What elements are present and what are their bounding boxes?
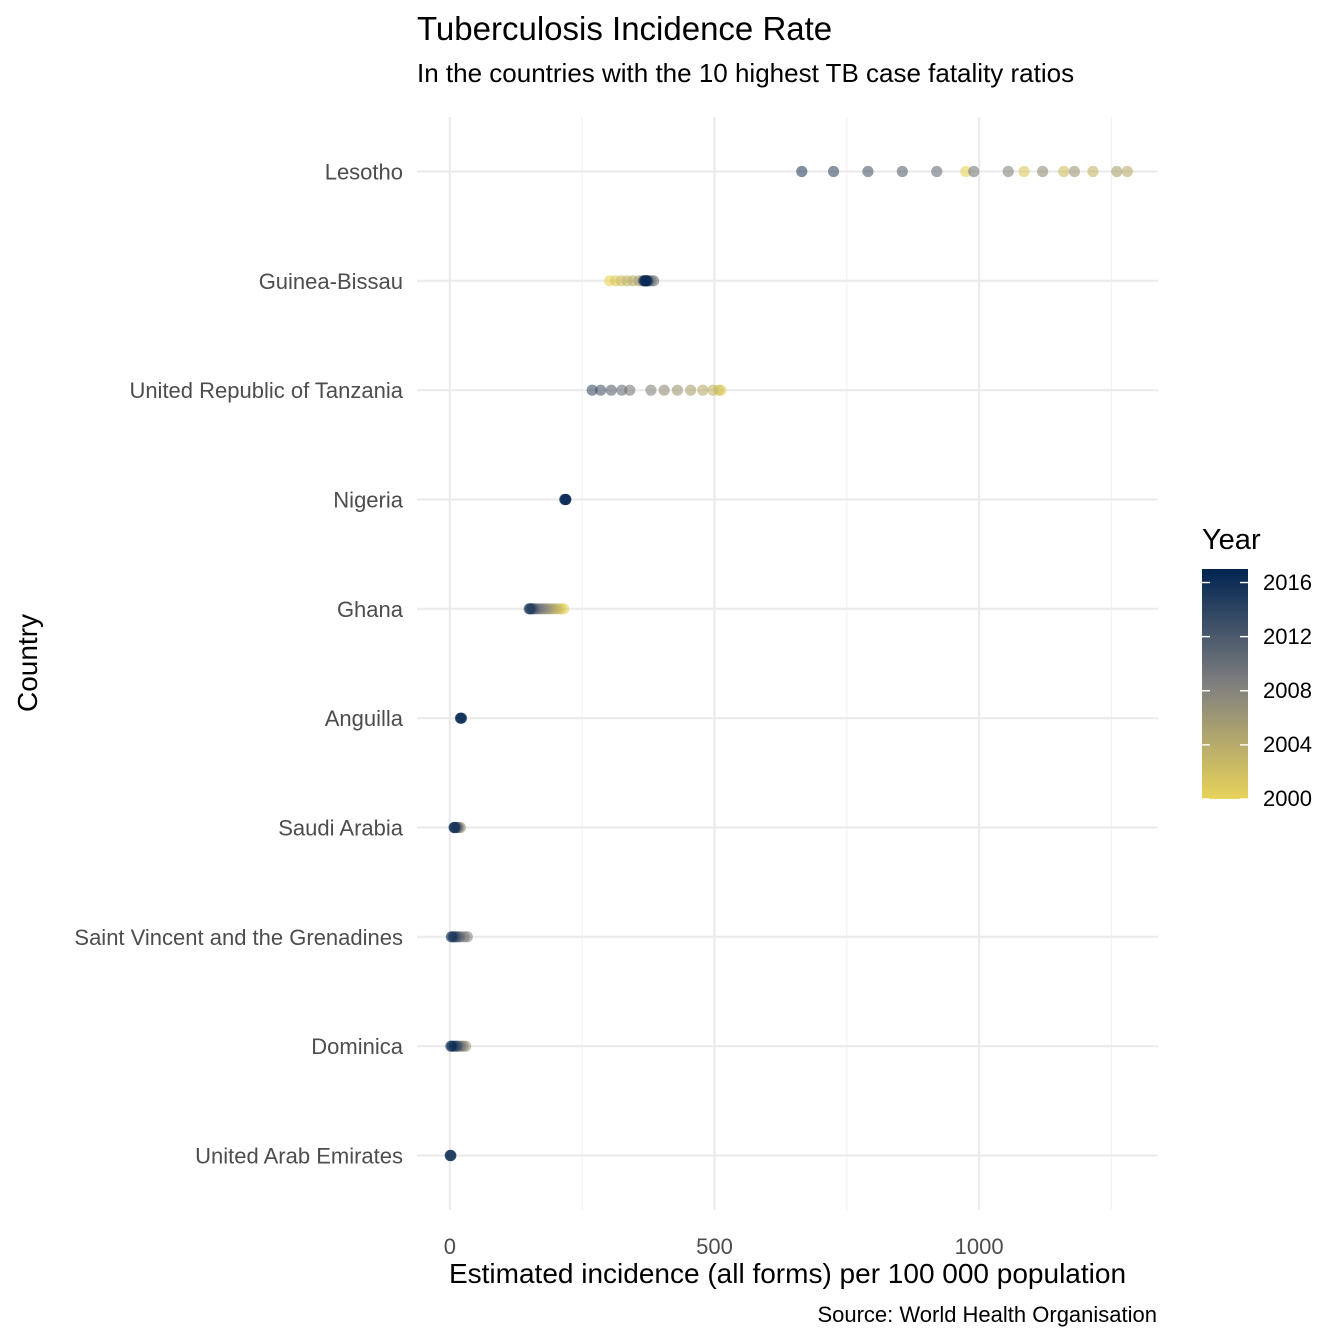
- chart-title: Tuberculosis Incidence Rate: [417, 10, 833, 47]
- data-point: [455, 712, 468, 724]
- legend-tick-label: 2012: [1263, 623, 1312, 649]
- data-point: [671, 384, 684, 396]
- data-point: [796, 165, 808, 178]
- series-united-republic-of-tanzania: [586, 384, 727, 396]
- data-point: [960, 165, 972, 178]
- series-nigeria: [559, 493, 572, 506]
- series-anguilla: [454, 712, 468, 724]
- data-point: [1121, 165, 1133, 178]
- data-point: [1018, 165, 1030, 178]
- data-point: [445, 1040, 457, 1052]
- y-tick-label: Saudi Arabia: [278, 816, 404, 841]
- chart-caption: Source: World Health Organisation: [817, 1302, 1157, 1327]
- y-tick-label: Anguilla: [325, 706, 404, 731]
- data-point: [931, 165, 943, 178]
- series-lesotho: [796, 165, 1133, 178]
- y-tick-label: Nigeria: [333, 488, 403, 513]
- series-dominica: [445, 1040, 472, 1052]
- data-point: [896, 165, 908, 178]
- chart-subtitle: In the countries with the 10 highest TB …: [417, 58, 1075, 88]
- legend-tick-label: 2016: [1263, 569, 1312, 595]
- legend-colorbar: [1202, 569, 1248, 799]
- y-tick-label: Ghana: [337, 597, 404, 622]
- series-saudi-arabia: [448, 821, 467, 834]
- y-tick-label: Dominica: [311, 1034, 403, 1059]
- data-point: [862, 165, 874, 178]
- data-point: [1111, 165, 1123, 178]
- data-point: [616, 384, 628, 396]
- series-united-arab-emirates: [444, 1149, 457, 1162]
- data-point: [658, 384, 670, 396]
- data-point: [697, 384, 709, 396]
- data-point: [624, 384, 636, 396]
- data-point: [560, 493, 572, 506]
- data-point: [685, 384, 697, 396]
- y-tick-label: Lesotho: [325, 160, 403, 185]
- x-tick-label: 500: [696, 1234, 733, 1259]
- legend-title: Year: [1202, 524, 1261, 556]
- x-tick-label: 0: [444, 1234, 456, 1259]
- x-tick-label: 1000: [955, 1234, 1004, 1259]
- data-point: [445, 931, 458, 943]
- data-point: [645, 384, 657, 396]
- y-axis-label: Country: [12, 613, 43, 713]
- data-point: [639, 275, 651, 287]
- y-tick-label: United Arab Emirates: [195, 1144, 403, 1169]
- data-point: [605, 384, 617, 396]
- legend-tick-label: 2008: [1263, 677, 1312, 703]
- y-tick-label: Guinea-Bissau: [259, 269, 403, 294]
- data-point: [1058, 165, 1070, 178]
- y-tick-label: United Republic of Tanzania: [129, 378, 403, 403]
- y-tick-label: Saint Vincent and the Grenadines: [74, 925, 403, 950]
- series-saint-vincent-and-the-grenadines: [445, 931, 473, 943]
- data-point: [445, 1149, 457, 1162]
- x-axis-label: Estimated incidence (all forms) per 100 …: [448, 1258, 1127, 1289]
- data-point: [1068, 165, 1080, 178]
- data-point: [1037, 165, 1049, 178]
- data-point: [707, 384, 719, 396]
- data-point: [595, 384, 607, 396]
- data-point: [968, 165, 980, 178]
- data-point: [1002, 165, 1014, 178]
- data-point: [586, 384, 598, 396]
- data-point: [827, 165, 840, 178]
- data-point: [523, 603, 535, 615]
- data-point: [1087, 165, 1099, 178]
- legend-tick-label: 2000: [1263, 786, 1312, 811]
- series-ghana: [523, 603, 570, 615]
- series-guinea-bissau: [604, 275, 660, 287]
- data-point: [448, 821, 460, 834]
- legend-tick-label: 2004: [1263, 731, 1312, 757]
